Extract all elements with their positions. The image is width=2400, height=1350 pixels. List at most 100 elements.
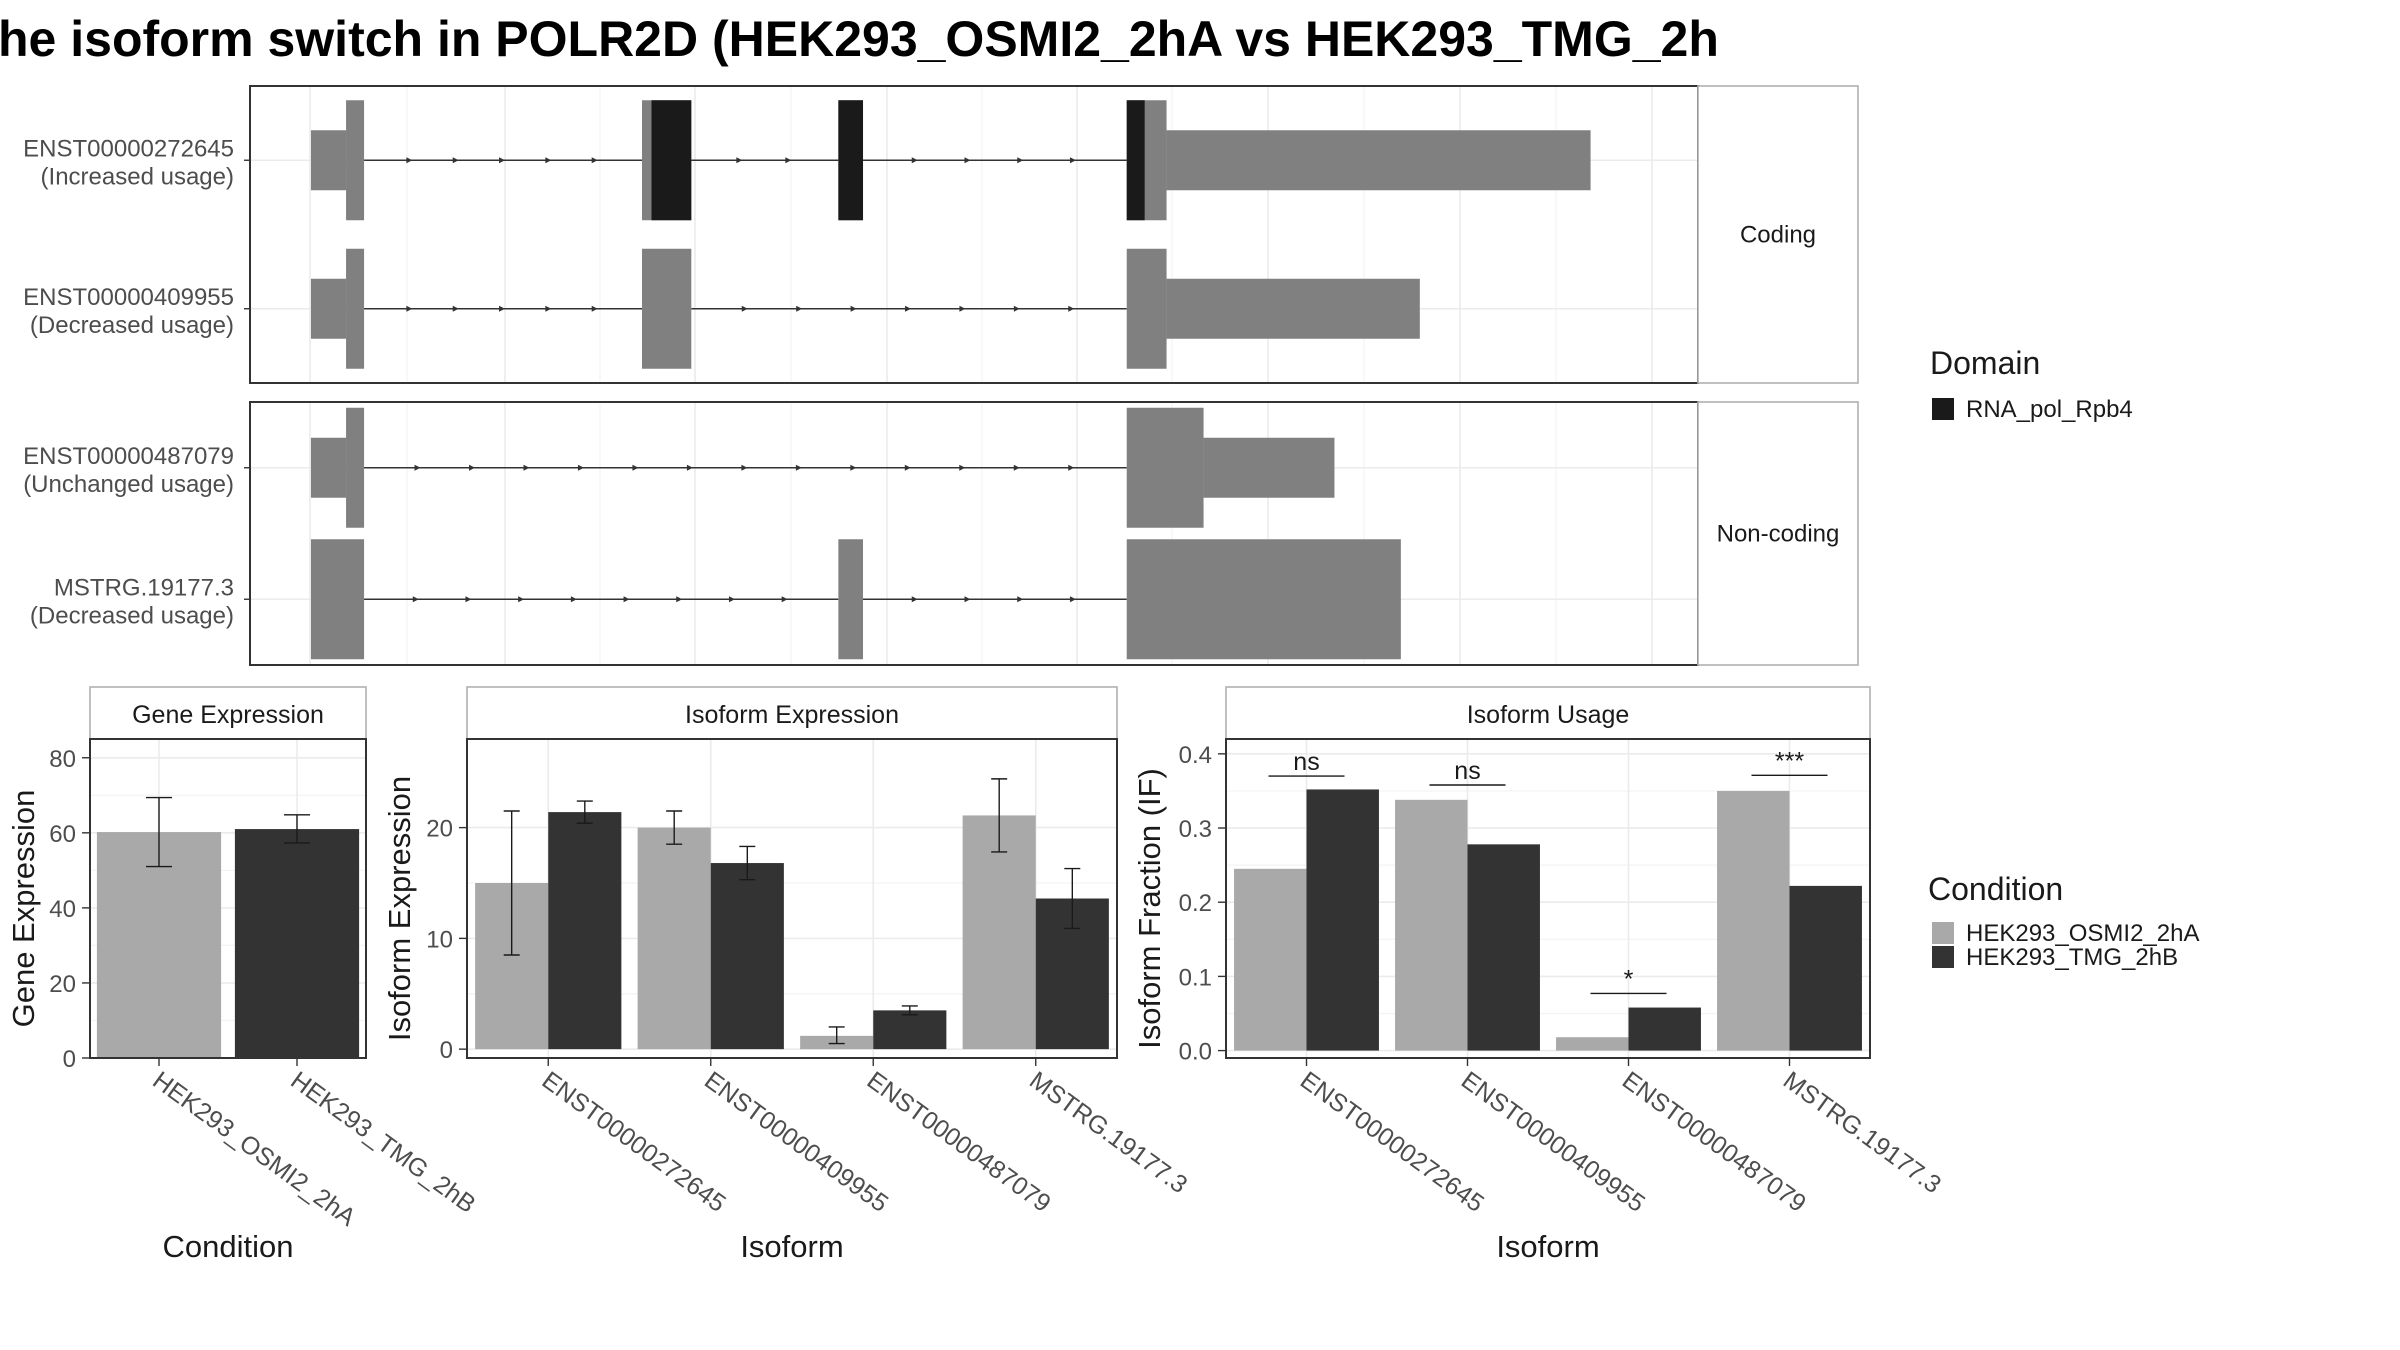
intron-arrow [785, 157, 792, 164]
intron-arrow [796, 305, 803, 312]
y-tick-label: 10 [426, 926, 453, 953]
bar [1467, 844, 1540, 1051]
exon [642, 100, 652, 221]
domain-block [838, 100, 864, 221]
facet-strip [466, 686, 1118, 740]
intron-arrow [1069, 596, 1076, 603]
transcript-usage-label: (Increased usage) [41, 163, 234, 190]
intron-arrow [545, 157, 552, 164]
intron-arrow [850, 305, 857, 312]
intron-arrow [1068, 464, 1075, 471]
bar [873, 1010, 947, 1050]
significance-label: ns [1454, 757, 1480, 785]
y-tick-label: 0.0 [1179, 1039, 1212, 1066]
bar [1395, 799, 1468, 1051]
facet-strip-label: Coding [1740, 222, 1816, 249]
intron-arrow [728, 596, 735, 603]
chart-strip-title: Isoform Expression [685, 701, 899, 729]
intron-arrow [676, 596, 683, 603]
y-tick-label: 0.2 [1179, 890, 1212, 917]
intron-arrow [911, 596, 918, 603]
condition-legend-title: Condition [1928, 871, 2063, 907]
exon [1166, 278, 1420, 339]
exon [310, 539, 365, 660]
y-tick-label: 20 [426, 816, 453, 843]
intron-arrow [406, 305, 413, 312]
x-axis-title: Isoform [1496, 1229, 1599, 1264]
intron-arrow [406, 157, 413, 164]
domain-block [1126, 100, 1145, 221]
intron-arrow [795, 464, 802, 471]
transcript-id-label: MSTRG.19177.3 [54, 574, 234, 601]
intron-arrow [1068, 305, 1075, 312]
facet-strip [1697, 85, 1859, 384]
y-axis-title: Gene Expression [6, 790, 41, 1028]
chart-strip-title: Isoform Usage [1467, 701, 1630, 729]
x-axis-title: Condition [163, 1229, 294, 1264]
exon [1144, 100, 1167, 221]
domain-legend-title: Domain [1930, 345, 2040, 381]
condition-legend-key [1932, 922, 1954, 944]
y-tick-label: 0.4 [1179, 742, 1212, 769]
intron-arrow [1013, 464, 1020, 471]
domain-legend-entry: RNA_pol_Rpb4 [1966, 396, 2133, 423]
exon [1166, 130, 1591, 191]
intron-arrow [545, 305, 552, 312]
intron-arrow [964, 596, 971, 603]
chart-panel-border [1225, 738, 1871, 1059]
bar [1306, 789, 1379, 1051]
exon [1126, 407, 1204, 528]
intron-arrow [741, 305, 748, 312]
exon [310, 437, 347, 498]
bar [962, 815, 1036, 1050]
bar [234, 829, 360, 1058]
intron-arrow [469, 464, 476, 471]
transcript-usage-label: (Decreased usage) [30, 312, 234, 339]
bar [1556, 1037, 1629, 1051]
intron-arrow [452, 305, 459, 312]
intron-arrow [911, 157, 918, 164]
domain-block [651, 100, 692, 221]
facet-strip-label: Non-coding [1717, 521, 1840, 548]
bar [1717, 790, 1790, 1051]
bar [637, 827, 711, 1050]
chart-strip-title: Gene Expression [132, 701, 324, 729]
intron-arrow [570, 596, 577, 603]
y-tick-label: 20 [49, 971, 76, 998]
exon [1203, 437, 1335, 498]
intron-arrow [623, 596, 630, 603]
chart-panel-border [89, 738, 367, 1059]
intron-arrow [964, 157, 971, 164]
intron-arrow [850, 464, 857, 471]
intron-arrow [518, 596, 525, 603]
significance-label: *** [1775, 747, 1804, 775]
intron-arrow [904, 464, 911, 471]
bar [710, 863, 784, 1050]
transcript-usage-label: (Unchanged usage) [23, 471, 234, 498]
intron-arrow [591, 305, 598, 312]
x-tick-label: MSTRG.19177.3 [1024, 1066, 1192, 1199]
y-tick-label: 0 [440, 1037, 453, 1064]
exon [346, 407, 365, 528]
intron-arrow [499, 305, 506, 312]
intron-arrow [452, 157, 459, 164]
exon [838, 539, 864, 660]
chart-panel-border [466, 738, 1118, 1059]
condition-legend-entry: HEK293_TMG_2hB [1966, 944, 2178, 971]
exon [642, 248, 692, 369]
significance-label: ns [1293, 748, 1319, 776]
condition-legend-entry: HEK293_OSMI2_2hA [1966, 920, 2199, 947]
bar [1234, 868, 1307, 1051]
intron-arrow [523, 464, 530, 471]
y-tick-label: 80 [49, 746, 76, 773]
y-tick-label: 40 [49, 896, 76, 923]
intron-arrow [781, 596, 788, 603]
intron-arrow [741, 464, 748, 471]
transcript-usage-label: (Decreased usage) [30, 602, 234, 629]
intron-arrow [905, 305, 912, 312]
y-tick-label: 60 [49, 821, 76, 848]
x-tick-label: MSTRG.19177.3 [1778, 1066, 1946, 1199]
intron-arrow [959, 305, 966, 312]
intron-arrow [1017, 596, 1024, 603]
